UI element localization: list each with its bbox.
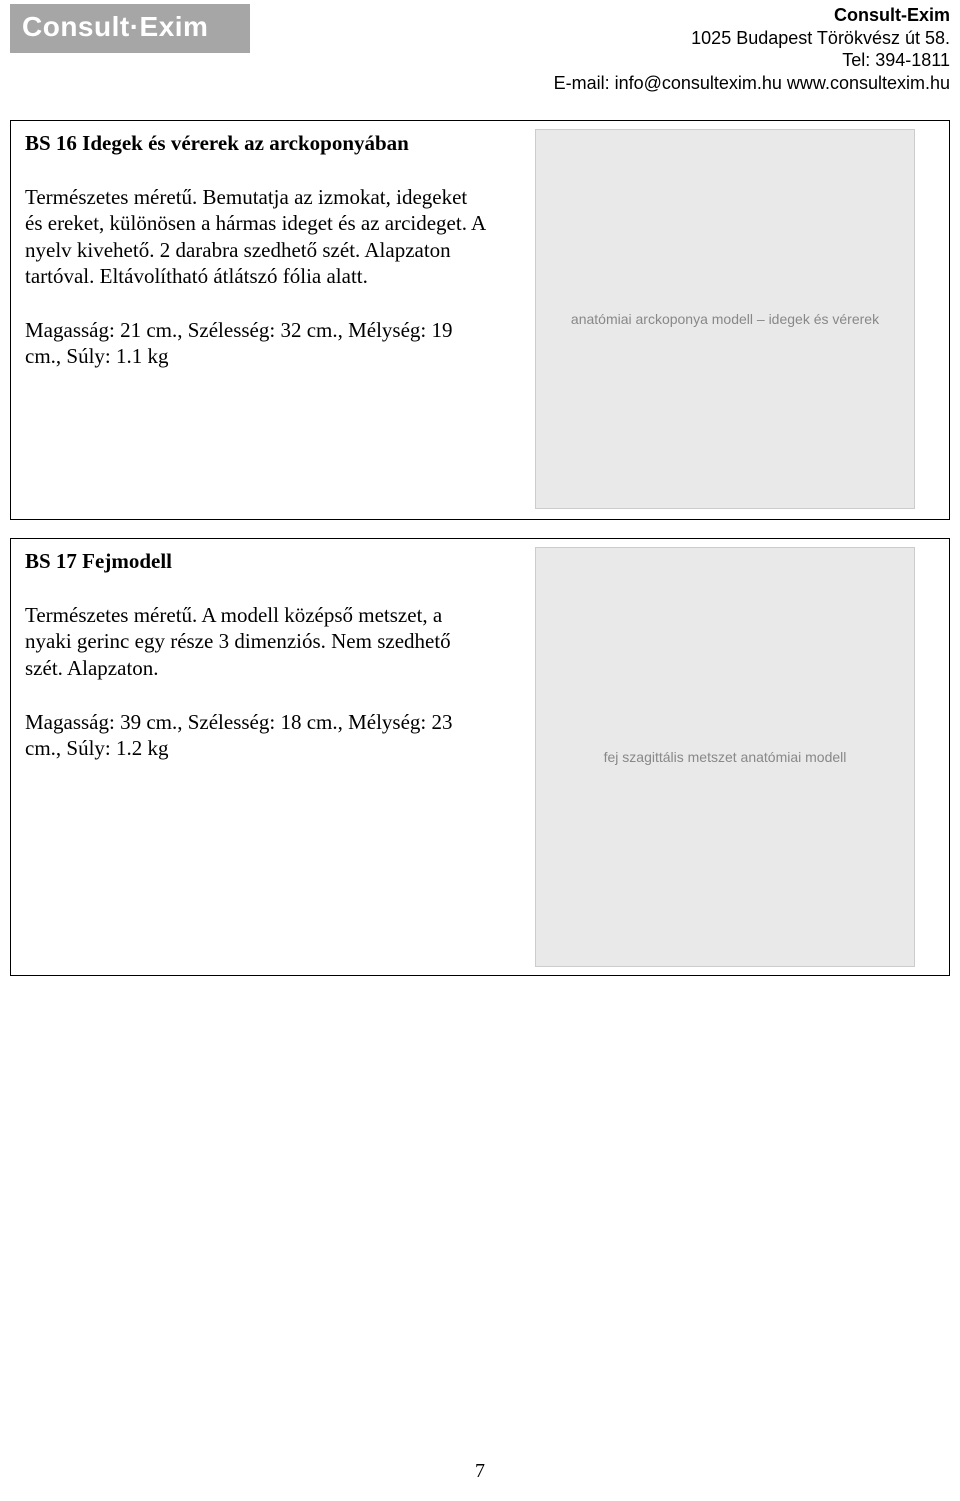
product-image-column: fej szagittális metszet anatómiai modell — [501, 539, 949, 975]
company-tel: Tel: 394-1811 — [554, 49, 950, 72]
product-text-column: BS 16 Idegek és vérerek az arckoponyában… — [11, 121, 501, 519]
product-image: fej szagittális metszet anatómiai modell — [535, 547, 915, 967]
product-image: anatómiai arckoponya modell – idegek és … — [535, 129, 915, 509]
company-email-web: E-mail: info@consultexim.hu www.consulte… — [554, 72, 950, 95]
product-image-column: anatómiai arckoponya modell – idegek és … — [501, 121, 949, 519]
page-number: 7 — [0, 1460, 960, 1483]
product-text-column: BS 17 Fejmodell Természetes méretű. A mo… — [11, 539, 501, 975]
product-title: BS 16 Idegek és vérerek az arckoponyában — [25, 131, 487, 156]
logo-text: Consult·Exim — [22, 11, 208, 43]
company-address: 1025 Budapest Törökvész út 58. — [554, 27, 950, 50]
product-card: BS 16 Idegek és vérerek az arckoponyában… — [10, 120, 950, 520]
product-card: BS 17 Fejmodell Természetes méretű. A mo… — [10, 538, 950, 976]
company-info-block: Consult-Exim 1025 Budapest Törökvész út … — [554, 4, 950, 94]
page-header: Consult·Exim Consult-Exim 1025 Budapest … — [0, 0, 960, 102]
product-description: Természetes méretű. Bemutatja az izmokat… — [25, 184, 487, 289]
product-dimensions: Magasság: 39 cm., Szélesség: 18 cm., Mél… — [25, 709, 487, 762]
company-logo: Consult·Exim — [10, 4, 250, 50]
company-name: Consult-Exim — [554, 4, 950, 27]
product-dimensions: Magasság: 21 cm., Szélesség: 32 cm., Mél… — [25, 317, 487, 370]
product-description: Természetes méretű. A modell középső met… — [25, 602, 487, 681]
product-title: BS 17 Fejmodell — [25, 549, 487, 574]
